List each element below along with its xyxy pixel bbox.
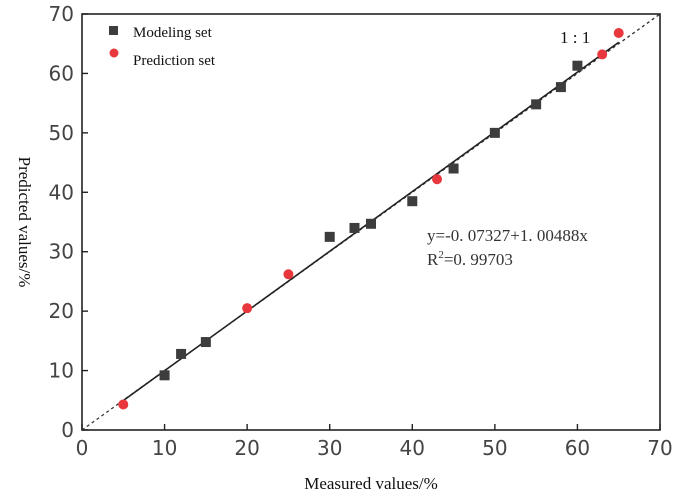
- equation-label: y=-0. 07327+1. 00488x: [427, 226, 588, 245]
- y-axis-title: Predicted values/%: [15, 157, 34, 288]
- x-tick-label: 30: [317, 436, 342, 460]
- modeling-point: [407, 196, 418, 207]
- r-squared-value: =0. 99703: [444, 250, 513, 269]
- modeling-point: [159, 370, 170, 381]
- x-axis: 0 10 20 30 40 50 60 70: [76, 424, 673, 460]
- modeling-point: [176, 348, 187, 359]
- x-tick-label: 20: [234, 436, 259, 460]
- r-squared-prefix: R: [427, 250, 439, 269]
- modeling-point: [555, 82, 566, 93]
- y-tick-label: 60: [49, 61, 74, 85]
- y-tick-label: 20: [49, 299, 74, 323]
- prediction-point: [432, 174, 443, 185]
- x-tick-label: 10: [152, 436, 177, 460]
- x-tick-label: 50: [482, 436, 507, 460]
- modeling-point: [366, 218, 376, 229]
- modeling-point: [531, 99, 542, 110]
- x-tick-label: 70: [647, 436, 672, 460]
- modeling-point: [489, 127, 500, 138]
- x-tick-label: 0: [76, 436, 89, 460]
- modeling-point: [448, 163, 459, 174]
- prediction-point: [283, 269, 294, 280]
- modeling-point: [200, 337, 211, 348]
- y-tick-label: 0: [61, 418, 74, 442]
- y-tick-label: 10: [49, 359, 74, 383]
- prediction-point: [597, 49, 608, 60]
- legend-label-prediction: Prediction set: [133, 53, 216, 69]
- y-tick-label: 70: [49, 2, 74, 26]
- ratio-label: 1 : 1: [560, 28, 590, 47]
- legend: Modeling set Prediction set: [109, 25, 216, 69]
- modeling-point: [324, 231, 335, 242]
- y-axis: 0 10 20 30 40 50 60 70: [49, 2, 88, 442]
- prediction-point: [613, 28, 624, 39]
- r-squared-superscript: 2: [438, 249, 444, 261]
- modeling-point: [572, 60, 583, 71]
- legend-label-modeling: Modeling set: [133, 25, 213, 41]
- modeling-point: [349, 222, 360, 233]
- legend-marker-prediction: [109, 48, 119, 58]
- prediction-point: [242, 303, 253, 314]
- x-tick-label: 40: [400, 436, 425, 460]
- y-tick-label: 50: [49, 121, 74, 145]
- x-axis-title: Measured values/%: [304, 474, 438, 493]
- prediction-point: [118, 399, 129, 410]
- legend-marker-modeling: [109, 26, 118, 35]
- y-tick-label: 30: [49, 240, 74, 264]
- data-points: [118, 28, 624, 410]
- r-squared-label: R2=0. 99703: [427, 249, 513, 269]
- y-tick-label: 40: [49, 180, 74, 204]
- x-tick-label: 60: [565, 436, 590, 460]
